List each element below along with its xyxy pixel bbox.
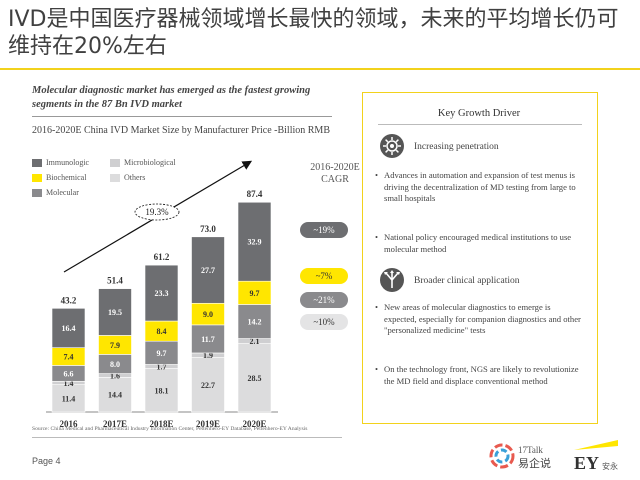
bullet-dot-icon: • xyxy=(375,302,379,312)
bullet-text: On the technology front, NGS are likely … xyxy=(384,364,579,386)
bar-value-label: 27.7 xyxy=(201,266,215,275)
footer-divider xyxy=(32,437,342,438)
legend-swatch xyxy=(110,159,120,167)
bar-value-label: 9.7 xyxy=(250,289,260,298)
bar-segment-immunologic xyxy=(144,264,179,322)
legend-label: Others xyxy=(124,173,146,182)
diverging-arrows-icon xyxy=(380,268,404,292)
legend-label: Molecular xyxy=(46,188,79,197)
driver-bullet: • New areas of molecular diagnostics to … xyxy=(375,302,584,337)
cagr-microbiological: ~10% xyxy=(300,314,348,330)
driver-bullet: • National policy encouraged medical ins… xyxy=(375,232,584,255)
x-tick-label: 2016 xyxy=(60,419,79,429)
gear-network-icon xyxy=(380,134,404,158)
bar-value-label: 22.7 xyxy=(201,381,215,390)
driver-bullet: • On the technology front, NGS are likel… xyxy=(375,364,584,387)
chart-subtitle: Molecular diagnostic market has emerged … xyxy=(32,85,311,110)
subtitle-divider xyxy=(32,116,332,117)
title-divider xyxy=(0,68,640,70)
legend-swatch xyxy=(32,174,42,182)
x-tick-label: 2019E xyxy=(196,419,220,429)
bar-value-label: 2.1 xyxy=(250,337,260,346)
bar-value-label: 14.2 xyxy=(248,318,262,327)
bar-value-label: 1.9 xyxy=(203,351,213,360)
bullet-dot-icon: • xyxy=(375,232,379,242)
bar-value-label: 14.4 xyxy=(108,391,122,400)
bar-total-label: 61.2 xyxy=(154,252,170,262)
bullet-dot-icon: • xyxy=(375,170,379,180)
bar-value-label: 11.7 xyxy=(201,335,215,344)
bar-value-label: 1.6 xyxy=(110,372,120,381)
bar-segment-molecular xyxy=(191,324,225,354)
driver-bullet: • Advances in automation and expansion o… xyxy=(375,170,584,205)
bar-value-label: 18.1 xyxy=(155,386,169,395)
cagr-heading: 2016-2020E CAGR xyxy=(310,162,360,185)
legend-label: Immunologic xyxy=(46,158,90,167)
source-note: Source: China Medical and Pharmaceutical… xyxy=(32,426,308,432)
17talk-logo: 17Talk 易企说 xyxy=(488,440,558,472)
bar-value-label: 8.0 xyxy=(110,360,120,369)
bar-segment-others xyxy=(191,357,225,413)
bar-value-label: 19.5 xyxy=(108,308,122,317)
bar-value-label: 7.9 xyxy=(110,341,120,350)
bar-value-label: 7.4 xyxy=(64,353,74,362)
legend-label: Biochemical xyxy=(46,173,87,182)
ey-logo-cn: 安永 xyxy=(602,461,618,471)
cagr-biochemical: ~7% xyxy=(300,268,348,284)
17talk-logo-text: 17Talk xyxy=(518,445,543,455)
page-number: Page 4 xyxy=(32,456,61,466)
bar-segment-others xyxy=(98,377,132,413)
key-growth-panel xyxy=(362,92,598,424)
bar-value-label: 28.5 xyxy=(248,374,262,383)
key-growth-title: Key Growth Driver xyxy=(437,108,521,119)
bar-segment-immunologic xyxy=(98,288,132,336)
growth-rate-label: 19.3% xyxy=(145,207,169,217)
bar-segment-immunologic xyxy=(237,201,272,282)
legend-swatch xyxy=(110,174,120,182)
bar-segment-others xyxy=(144,368,179,413)
chart-heading: 2016-2020E China IVD Market Size by Manu… xyxy=(32,125,330,136)
cagr-immunologic: ~19% xyxy=(300,222,348,238)
bar-total-label: 51.4 xyxy=(107,276,123,286)
bullet-dot-icon: • xyxy=(375,364,379,374)
bar-value-label: 11.4 xyxy=(62,394,76,403)
bar-segment-molecular xyxy=(237,304,272,339)
key-growth-divider xyxy=(378,124,582,125)
bar-value-label: 1.7 xyxy=(157,363,167,372)
slide-title: IVD是中国医疗器械领域增长最快的领域，未来的平均增长仍可维持在20%左右 xyxy=(8,7,619,59)
bar-total-label: 87.4 xyxy=(247,189,263,199)
17talk-logo-cn: 易企说 xyxy=(518,456,551,470)
bar-value-label: 23.3 xyxy=(155,289,169,298)
bar-value-label: 16.4 xyxy=(62,324,76,333)
bar-total-label: 43.2 xyxy=(61,295,77,305)
bullet-text: Advances in automation and expansion of … xyxy=(384,170,576,203)
bullet-text: New areas of molecular diagnostics to em… xyxy=(384,302,581,335)
bar-value-label: 6.6 xyxy=(64,369,74,378)
bar-total-label: 73.0 xyxy=(200,224,216,234)
bar-segment-others xyxy=(51,384,86,413)
cagr-molecular: ~21% xyxy=(300,292,348,308)
legend-swatch xyxy=(32,159,42,167)
bar-value-label: 1.4 xyxy=(64,379,74,388)
x-tick-label: 2020E xyxy=(242,419,266,429)
legend-swatch xyxy=(32,189,42,197)
bar-value-label: 8.4 xyxy=(157,327,167,336)
bar-segment-immunologic xyxy=(191,236,225,304)
bar-value-label: 9.0 xyxy=(203,310,213,319)
x-tick-label: 2018E xyxy=(149,419,173,429)
bar-segment-immunologic xyxy=(51,308,86,348)
bullet-text: National policy encouraged medical insti… xyxy=(384,232,572,254)
ey-logo-text: EY xyxy=(574,453,599,473)
driver-label-clinical: Broader clinical application xyxy=(414,276,520,286)
ey-logo: EY 安永 xyxy=(566,436,626,474)
x-tick-label: 2017E xyxy=(103,419,127,429)
driver-label-penetration: Increasing penetration xyxy=(414,142,499,152)
bar-value-label: 9.7 xyxy=(157,349,167,358)
growth-rate-badge xyxy=(134,203,180,221)
legend-label: Microbiological xyxy=(124,158,176,167)
bar-value-label: 32.9 xyxy=(248,238,262,247)
